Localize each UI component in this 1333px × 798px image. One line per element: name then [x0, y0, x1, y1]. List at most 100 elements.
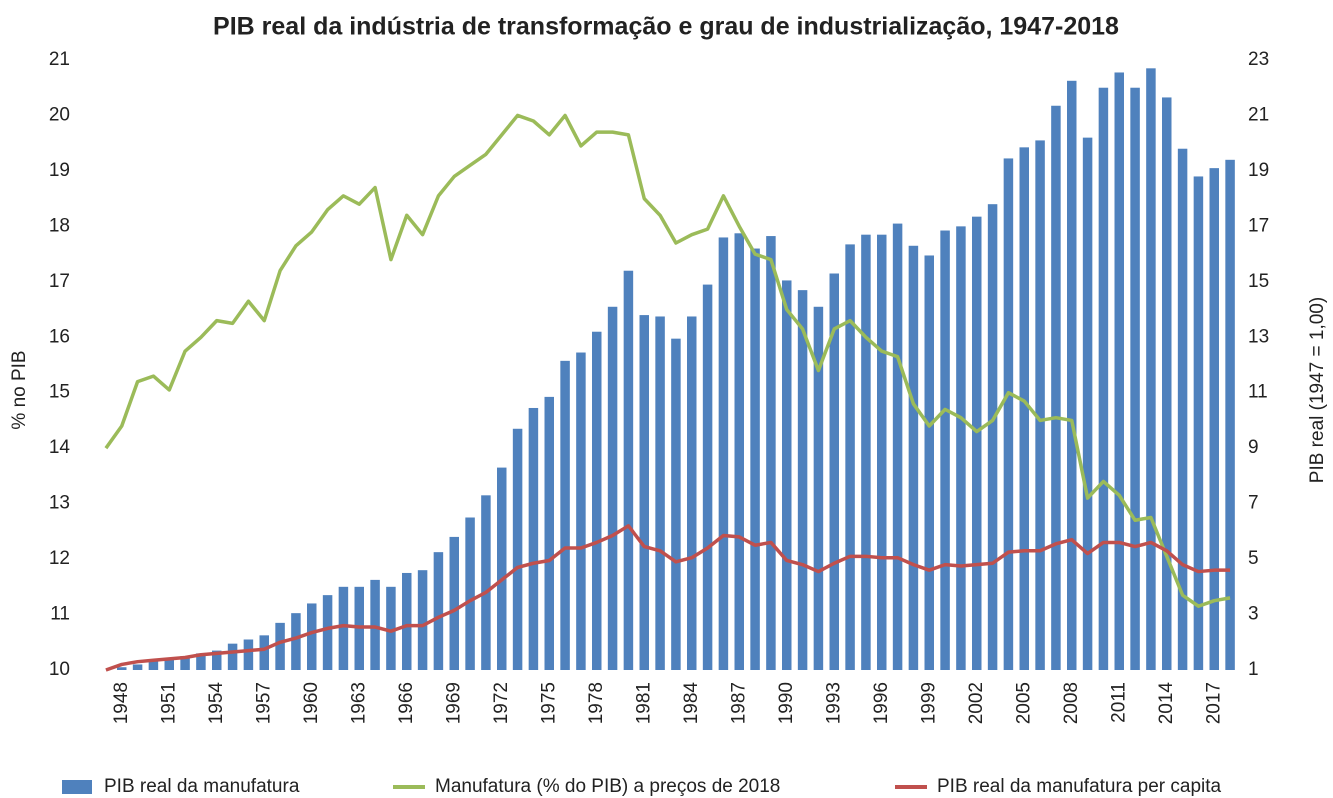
x-tick-label: 1972 [491, 682, 512, 724]
bar [797, 290, 808, 670]
bar [164, 657, 174, 670]
x-tick-label: 1948 [111, 682, 132, 724]
x-tick-label: 1969 [443, 682, 464, 724]
bar [987, 204, 998, 670]
x-tick-label: 1960 [301, 682, 322, 724]
bar [512, 428, 523, 670]
bar [275, 622, 285, 670]
bar [972, 216, 982, 670]
bar [386, 586, 396, 670]
x-tick-label: 1987 [728, 682, 749, 724]
y-tick-label: 21 [49, 49, 70, 70]
legend-label: Manufatura (% do PIB) a preços de 2018 [435, 776, 780, 797]
bar [1035, 140, 1045, 671]
y2-axis-title: PIB real (1947 = 1,00) [1307, 297, 1328, 483]
bar [1067, 80, 1077, 670]
y-axis-title: % no PIB [9, 350, 30, 429]
y-tick-label: 14 [49, 437, 71, 458]
y2-tick-label: 1 [1248, 659, 1259, 680]
bar [307, 603, 317, 670]
bar [1193, 176, 1204, 671]
y2-tick-label: 9 [1248, 437, 1259, 458]
bar [829, 273, 839, 670]
bar [892, 223, 903, 670]
x-tick-label: 1966 [396, 682, 417, 724]
bar [481, 495, 491, 670]
line [104, 113, 1231, 608]
bar [212, 650, 222, 670]
x-tick-label: 2017 [1203, 682, 1224, 724]
x-tick-label: 2002 [966, 682, 987, 724]
bar [180, 656, 190, 670]
bar [1082, 137, 1093, 671]
bar [465, 517, 475, 670]
y2-tick-label: 11 [1248, 382, 1268, 403]
bar [544, 396, 554, 670]
y2-tick-label: 17 [1248, 215, 1269, 236]
bar [243, 639, 254, 670]
bar [1051, 105, 1061, 670]
bar [148, 660, 159, 670]
bar [417, 570, 428, 670]
y2-tick-label: 15 [1248, 271, 1269, 292]
bar [449, 536, 459, 670]
bar [1019, 147, 1029, 670]
bar [370, 579, 380, 670]
chart-title: PIB real da indústria de transformação e… [213, 13, 1119, 41]
bar [861, 234, 871, 670]
y-tick-label: 18 [49, 215, 70, 236]
x-tick-label: 1975 [538, 682, 559, 724]
bar [940, 230, 950, 671]
y2-tick-label: 7 [1248, 493, 1259, 514]
x-tick-label: 1963 [348, 682, 369, 724]
x-tick-label: 1957 [253, 682, 274, 724]
x-tick-label: 1951 [158, 682, 179, 724]
x-tick-label: 2005 [1013, 682, 1034, 724]
bar [956, 226, 966, 670]
bar [908, 245, 919, 671]
bar [702, 284, 713, 670]
bar [1162, 97, 1172, 670]
x-tick-label: 1984 [681, 682, 702, 725]
legend-label: PIB real da manufatura per capita [937, 776, 1222, 797]
y-tick-label: 17 [49, 271, 70, 292]
bar [338, 586, 349, 670]
bar [813, 306, 824, 670]
bar [687, 316, 697, 670]
y2-tick-label: 13 [1248, 326, 1269, 347]
y-tick-label: 10 [49, 659, 70, 680]
bar [1225, 159, 1235, 670]
y2-tick-label: 19 [1248, 160, 1269, 181]
bar [560, 360, 570, 670]
x-tick-label: 1996 [871, 682, 892, 724]
bar [924, 255, 934, 670]
bar [1003, 158, 1014, 670]
x-tick-label: 2011 [1108, 682, 1129, 723]
bar [497, 467, 507, 670]
bar [196, 653, 206, 670]
y-tick-label: 16 [49, 326, 70, 347]
legend-swatch [62, 780, 92, 794]
x-tick-label: 1954 [206, 682, 227, 725]
bar [718, 237, 729, 671]
y2-tick-label: 23 [1248, 49, 1269, 70]
bar [607, 306, 618, 670]
x-tick-label: 2008 [1061, 682, 1082, 724]
x-tick-label: 1999 [918, 682, 939, 724]
x-tick-label: 1990 [776, 682, 797, 724]
bar [766, 236, 776, 670]
bar [433, 552, 444, 670]
bar [845, 244, 855, 671]
bar [1130, 87, 1140, 670]
bar [655, 316, 665, 670]
y-tick-label: 11 [50, 604, 70, 625]
line [105, 524, 1231, 672]
bar [576, 352, 586, 670]
bar [1177, 148, 1188, 670]
bar [782, 280, 792, 670]
bar [592, 331, 602, 670]
y2-tick-label: 5 [1248, 548, 1259, 569]
bar [623, 270, 634, 670]
y-tick-label: 20 [49, 104, 70, 125]
